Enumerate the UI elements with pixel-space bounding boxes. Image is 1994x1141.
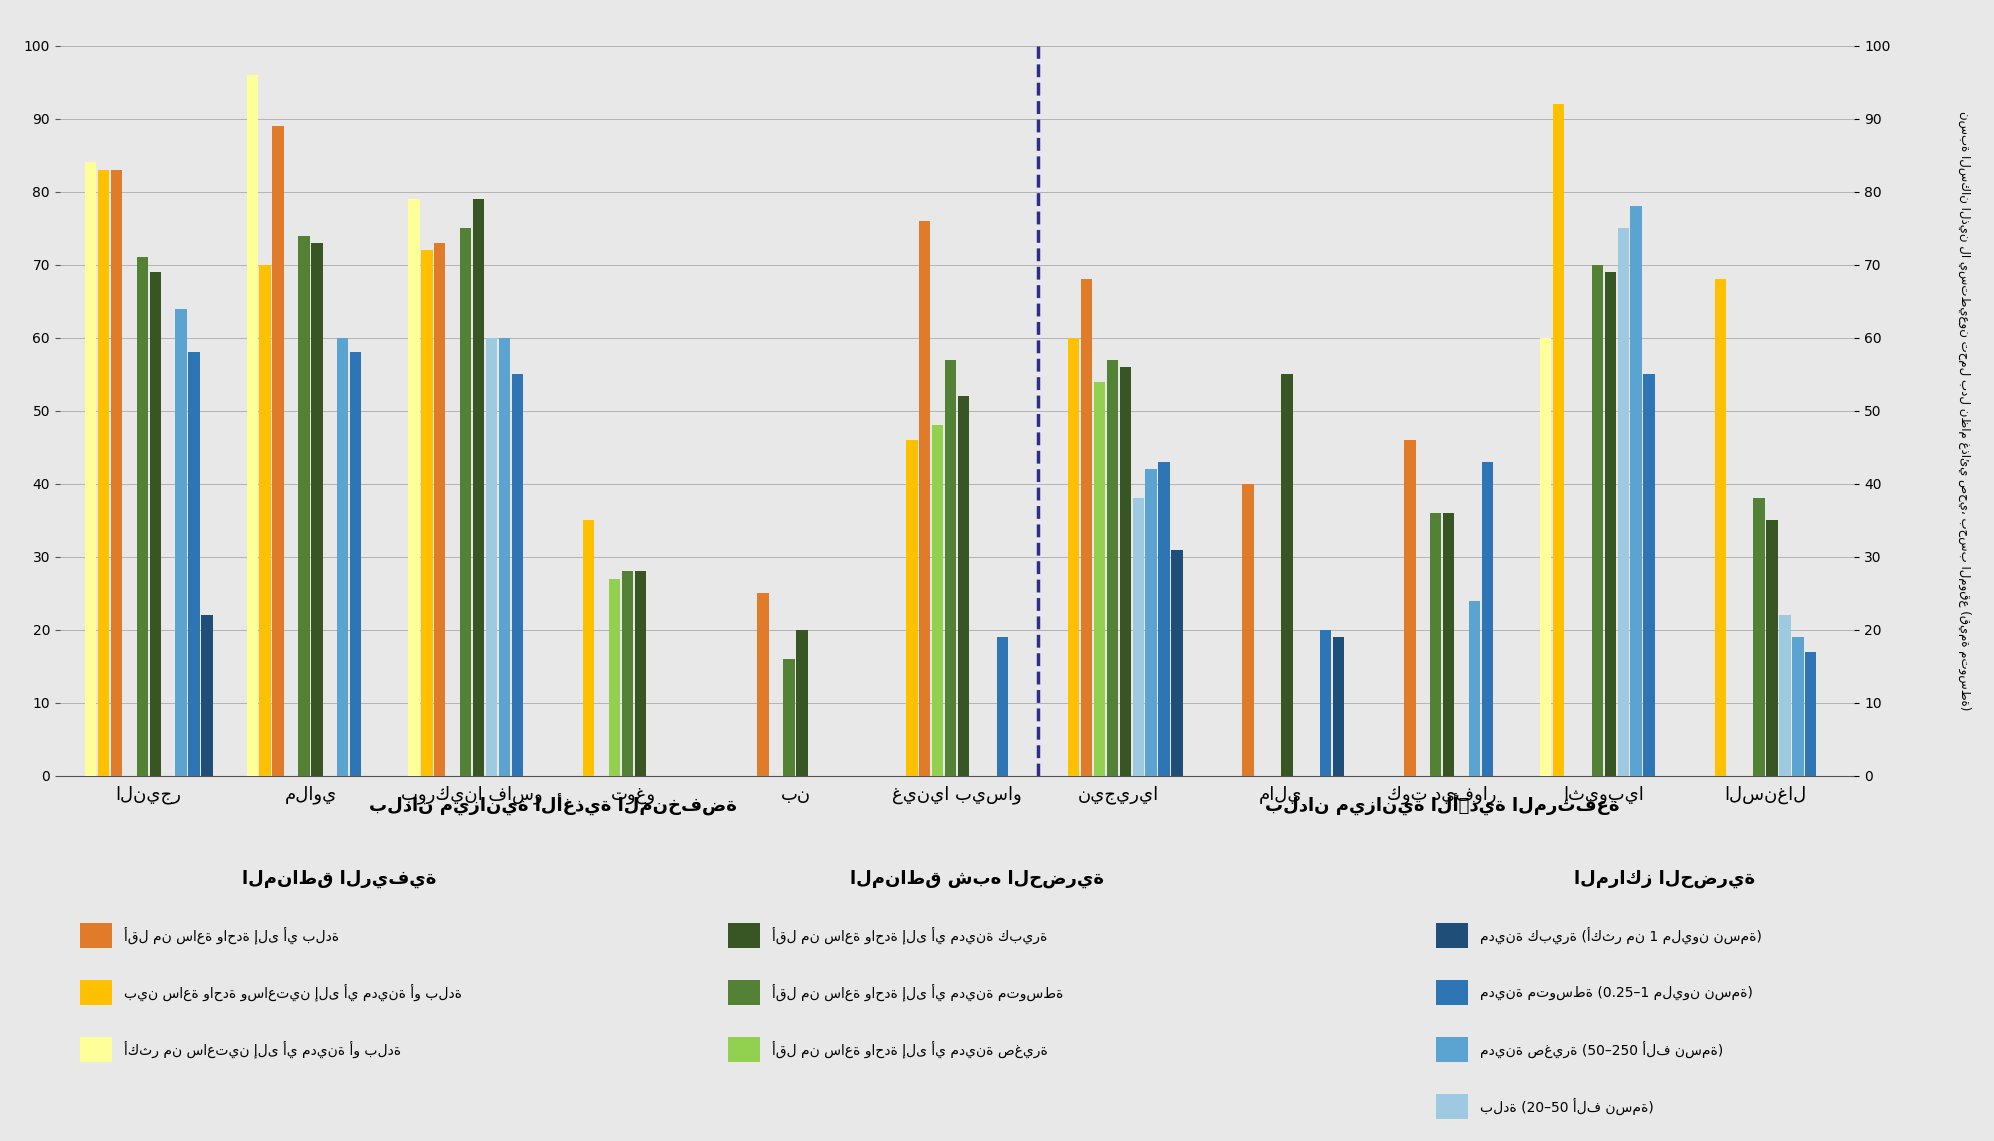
Text: بلدة (20–50 ألف نسمة): بلدة (20–50 ألف نسمة)	[1480, 1098, 1653, 1116]
Bar	[409, 199, 419, 776]
Bar	[112, 170, 122, 776]
Bar	[919, 221, 931, 776]
Bar	[1470, 600, 1480, 776]
Bar	[498, 338, 510, 776]
Bar	[1779, 615, 1791, 776]
Text: مدينة كبيرة (أكثر من 1 مليون نسمة): مدينة كبيرة (أكثر من 1 مليون نسمة)	[1480, 926, 1761, 945]
Bar	[1133, 499, 1145, 776]
Text: أقل من ساعة واحدة إلى أي مدينة صغيرة: أقل من ساعة واحدة إلى أي مدينة صغيرة	[772, 1041, 1047, 1059]
Bar	[1643, 374, 1655, 776]
Bar	[1430, 513, 1442, 776]
Bar	[957, 396, 969, 776]
Bar	[473, 199, 485, 776]
Bar	[1753, 499, 1765, 776]
Bar	[634, 572, 646, 776]
Bar	[1404, 440, 1416, 776]
Bar	[421, 250, 433, 776]
Bar	[1591, 265, 1603, 776]
Bar	[1715, 280, 1727, 776]
Bar	[1482, 462, 1494, 776]
Bar	[622, 572, 632, 776]
Bar	[997, 637, 1009, 776]
Bar	[758, 593, 770, 776]
Text: مدينة متوسطة (0.25–1 مليون نسمة): مدينة متوسطة (0.25–1 مليون نسمة)	[1480, 986, 1753, 1000]
Bar	[582, 520, 594, 776]
Bar	[1069, 338, 1079, 776]
Bar	[247, 75, 257, 776]
Text: أكثر من ساعتين إلى أي مدينة أو بلدة: أكثر من ساعتين إلى أي مدينة أو بلدة	[124, 1041, 401, 1059]
Bar	[136, 258, 148, 776]
Bar	[86, 162, 96, 776]
Bar	[351, 353, 361, 776]
Bar	[796, 630, 808, 776]
Bar	[259, 265, 271, 776]
Bar	[1767, 520, 1779, 776]
Text: المناطق الريفية: المناطق الريفية	[241, 869, 437, 888]
Text: نسبة السكان الذين لا يستطيعون تحمل بدل نظام غذائي صحي، بحسب الموقع (قيمة متوسطة): نسبة السكان الذين لا يستطيعون تحمل بدل ن…	[1958, 111, 1970, 711]
Bar	[1805, 652, 1817, 776]
Bar	[1444, 513, 1454, 776]
Bar	[1539, 338, 1551, 776]
Bar	[905, 440, 917, 776]
Bar	[1605, 272, 1615, 776]
Bar	[1093, 381, 1105, 776]
Text: المراكز الحضرية: المراكز الحضرية	[1575, 869, 1755, 888]
Bar	[461, 228, 471, 776]
Bar	[1081, 280, 1093, 776]
Bar	[1617, 228, 1629, 776]
Bar	[487, 338, 497, 776]
Bar	[1793, 637, 1803, 776]
Bar	[150, 272, 162, 776]
Bar	[1320, 630, 1332, 776]
Bar	[1242, 484, 1254, 776]
Bar	[608, 578, 620, 776]
Bar	[98, 170, 110, 776]
Text: مدينة صغيرة (50–250 ألف نسمة): مدينة صغيرة (50–250 ألف نسمة)	[1480, 1041, 1723, 1059]
Bar	[1631, 207, 1641, 776]
Bar	[512, 374, 522, 776]
Bar	[1332, 637, 1344, 776]
Bar	[784, 659, 796, 776]
Bar	[1170, 550, 1182, 776]
Bar	[1282, 374, 1292, 776]
Bar	[931, 426, 943, 776]
Bar	[435, 243, 445, 776]
Bar	[299, 235, 309, 776]
Text: بلدان ميزانية الأغذية المنخفضة: بلدان ميزانية الأغذية المنخفضة	[369, 793, 738, 816]
Text: أقل من ساعة واحدة إلى أي بلدة: أقل من ساعة واحدة إلى أي بلدة	[124, 926, 339, 945]
Text: بين ساعة واحدة وساعتين إلى أي مدينة أو بلدة: بين ساعة واحدة وساعتين إلى أي مدينة أو ب…	[124, 984, 463, 1002]
Text: أقل من ساعة واحدة إلى أي مدينة كبيرة: أقل من ساعة واحدة إلى أي مدينة كبيرة	[772, 926, 1047, 945]
Bar	[1119, 367, 1131, 776]
Bar	[311, 243, 323, 776]
Bar	[1145, 469, 1157, 776]
Text: أقل من ساعة واحدة إلى أي مدينة متوسطة: أقل من ساعة واحدة إلى أي مدينة متوسطة	[772, 984, 1063, 1002]
Bar	[201, 615, 213, 776]
Bar	[1159, 462, 1170, 776]
Bar	[273, 126, 283, 776]
Text: بلدان ميزانية الأؿذية المرتفعة: بلدان ميزانية الأؿذية المرتفعة	[1264, 793, 1619, 816]
Bar	[337, 338, 349, 776]
Bar	[945, 359, 957, 776]
Bar	[187, 353, 199, 776]
Bar	[1553, 104, 1563, 776]
Bar	[1107, 359, 1119, 776]
Bar	[175, 308, 187, 776]
Text: المناطق شبه الحضرية: المناطق شبه الحضرية	[849, 869, 1105, 888]
